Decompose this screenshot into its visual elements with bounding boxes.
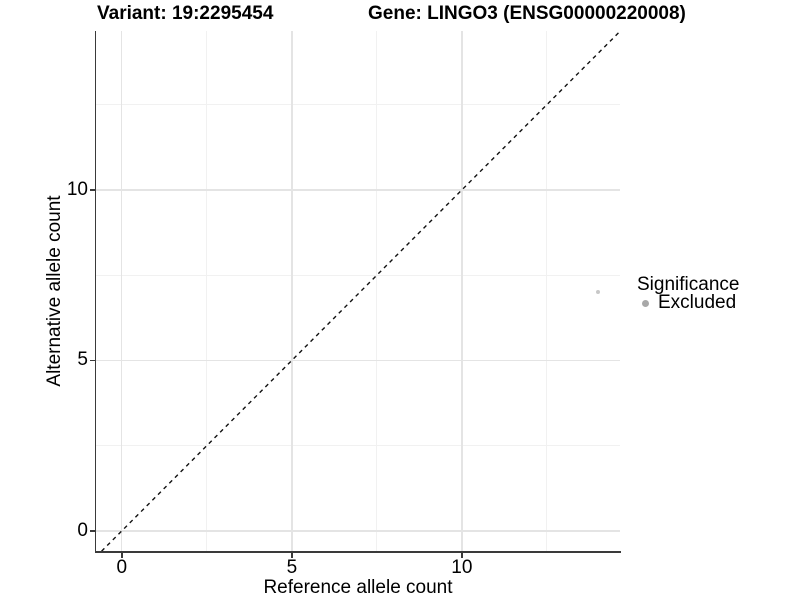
plot-title-variant: Variant: 19:2295454 <box>97 3 274 24</box>
identity-line <box>99 31 620 552</box>
x-tick-mark <box>461 553 463 558</box>
y-tick-label: 5 <box>77 349 88 371</box>
y-tick-mark <box>90 189 95 191</box>
x-minor-gridline <box>546 31 548 552</box>
x-tick-label: 10 <box>451 557 473 578</box>
x-minor-gridline <box>206 31 208 552</box>
y-minor-gridline <box>96 445 620 447</box>
legend-dot-icon <box>642 299 649 307</box>
y-major-gridline <box>96 359 620 362</box>
x-tick-label: 0 <box>116 557 128 578</box>
y-major-gridline <box>96 530 620 532</box>
legend: Significance Excluded <box>637 274 740 313</box>
legend-item-excluded: Excluded <box>637 292 739 313</box>
legend-item-label: Excluded <box>658 292 737 313</box>
legend-key <box>637 299 658 307</box>
y-tick-label: 0 <box>77 519 88 541</box>
y-tick-mark <box>90 530 95 532</box>
x-major-gridline <box>121 31 123 552</box>
legend-title: Significance <box>637 274 740 295</box>
y-tick-mark <box>90 359 95 362</box>
plot-title-gene: Gene: LINGO3 (ENSG00000220008) <box>368 3 686 24</box>
y-major-gridline <box>96 189 620 191</box>
plot-panel <box>96 31 620 552</box>
x-major-gridline <box>291 31 293 552</box>
x-axis-title: Reference allele count <box>263 577 453 598</box>
data-point-excluded <box>595 290 600 295</box>
x-tick-mark <box>121 553 123 558</box>
x-major-gridline <box>461 31 463 552</box>
x-tick-mark <box>291 553 293 558</box>
x-axis-line <box>94 551 621 553</box>
x-tick-label: 5 <box>286 557 298 578</box>
y-minor-gridline <box>96 274 620 276</box>
y-tick-label: 10 <box>66 178 88 200</box>
y-minor-gridline <box>96 104 620 106</box>
x-minor-gridline <box>376 31 378 552</box>
y-axis-line <box>94 31 97 553</box>
